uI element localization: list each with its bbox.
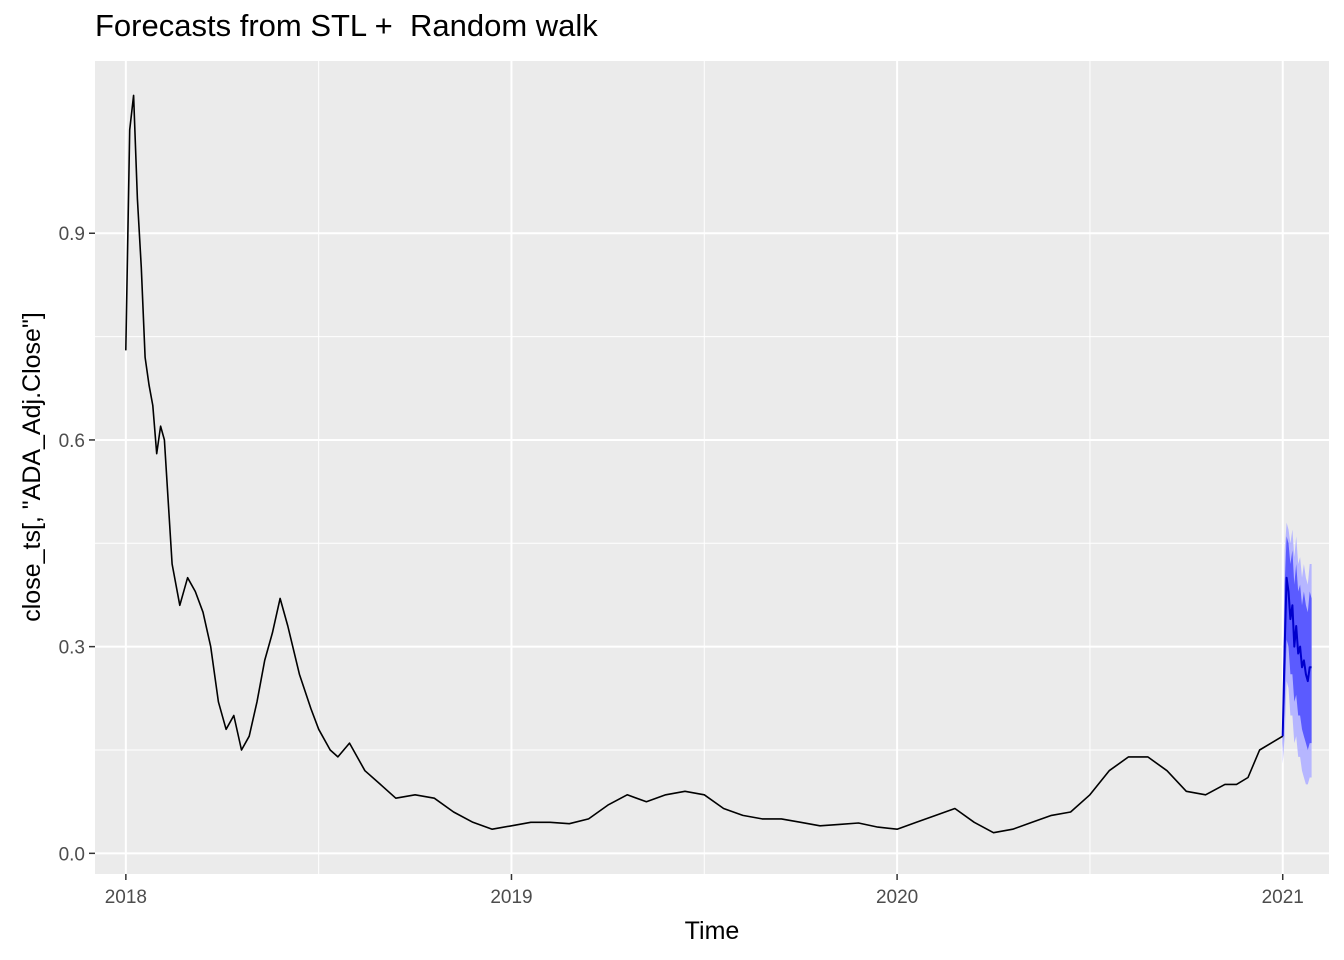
x-tick-label: 2020 xyxy=(876,887,918,908)
y-tick-label: 0.9 xyxy=(59,224,85,245)
y-axis-title: close_ts[, "ADA_Adj.Close"] xyxy=(18,312,46,622)
x-tick-label: 2019 xyxy=(490,887,532,908)
y-tick-label: 0.6 xyxy=(59,431,85,452)
x-tick-label: 2021 xyxy=(1262,887,1304,908)
x-axis-title: Time xyxy=(685,917,740,945)
plot-panel xyxy=(95,61,1329,874)
forecast-series-line xyxy=(1281,576,1312,737)
chart-title: Forecasts from STL + Random walk xyxy=(95,8,598,43)
x-tick-label: 2018 xyxy=(105,887,147,908)
y-tick-label: 0.0 xyxy=(59,844,85,865)
observed-series-line xyxy=(125,94,1284,834)
series-lines xyxy=(125,94,1312,834)
axis-ticks: 0.0 0.3 0.6 0.9 2018 2019 2020 2021 xyxy=(59,224,1304,908)
y-tick-label: 0.3 xyxy=(59,638,85,659)
